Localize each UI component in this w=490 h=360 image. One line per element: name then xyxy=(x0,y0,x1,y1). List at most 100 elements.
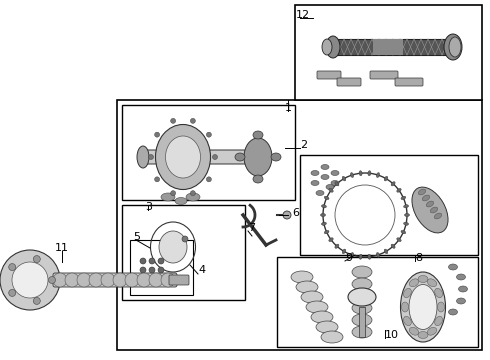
Ellipse shape xyxy=(350,252,354,257)
Ellipse shape xyxy=(331,171,339,175)
Ellipse shape xyxy=(359,254,362,259)
Ellipse shape xyxy=(316,190,324,195)
Ellipse shape xyxy=(342,249,346,254)
Ellipse shape xyxy=(335,182,339,186)
Ellipse shape xyxy=(401,302,409,312)
Ellipse shape xyxy=(316,321,338,333)
Ellipse shape xyxy=(301,291,323,303)
Ellipse shape xyxy=(331,180,339,185)
Circle shape xyxy=(33,256,40,262)
Circle shape xyxy=(206,177,211,182)
Ellipse shape xyxy=(404,222,409,225)
FancyBboxPatch shape xyxy=(53,273,177,287)
Circle shape xyxy=(9,264,16,271)
FancyBboxPatch shape xyxy=(337,78,361,86)
Circle shape xyxy=(171,118,175,123)
Ellipse shape xyxy=(448,309,458,315)
Ellipse shape xyxy=(326,184,334,189)
Circle shape xyxy=(158,258,164,264)
Ellipse shape xyxy=(422,195,430,201)
Ellipse shape xyxy=(430,207,438,213)
Ellipse shape xyxy=(149,273,163,287)
Bar xyxy=(295,5,482,100)
Circle shape xyxy=(206,132,211,137)
FancyBboxPatch shape xyxy=(370,71,398,79)
FancyBboxPatch shape xyxy=(141,150,265,164)
Circle shape xyxy=(149,258,155,264)
Text: 7: 7 xyxy=(248,223,255,233)
Ellipse shape xyxy=(409,284,437,329)
Text: 4: 4 xyxy=(198,265,205,275)
Ellipse shape xyxy=(438,302,444,312)
Circle shape xyxy=(33,297,40,305)
Ellipse shape xyxy=(161,273,175,287)
Ellipse shape xyxy=(324,196,329,200)
Ellipse shape xyxy=(435,288,442,298)
Ellipse shape xyxy=(412,187,448,233)
Circle shape xyxy=(0,250,60,310)
Ellipse shape xyxy=(400,272,445,342)
Ellipse shape xyxy=(175,198,187,204)
Ellipse shape xyxy=(426,201,434,207)
Ellipse shape xyxy=(137,146,149,168)
Circle shape xyxy=(155,177,160,182)
Circle shape xyxy=(49,276,55,284)
Bar xyxy=(122,205,245,300)
Ellipse shape xyxy=(322,39,332,55)
Ellipse shape xyxy=(186,193,200,201)
Text: 10: 10 xyxy=(385,330,399,340)
Ellipse shape xyxy=(418,189,426,195)
Ellipse shape xyxy=(376,173,380,177)
Ellipse shape xyxy=(348,288,376,306)
Ellipse shape xyxy=(235,153,245,161)
Ellipse shape xyxy=(77,273,91,287)
Circle shape xyxy=(182,236,188,242)
Ellipse shape xyxy=(448,264,458,270)
Text: 1: 1 xyxy=(285,103,292,113)
Ellipse shape xyxy=(311,180,319,185)
Ellipse shape xyxy=(321,205,326,208)
Bar xyxy=(373,39,403,55)
Ellipse shape xyxy=(335,244,339,248)
Ellipse shape xyxy=(113,273,127,287)
Ellipse shape xyxy=(397,188,401,192)
Circle shape xyxy=(155,132,160,137)
Text: 9: 9 xyxy=(345,253,352,263)
Ellipse shape xyxy=(329,238,333,242)
Ellipse shape xyxy=(166,136,200,178)
Ellipse shape xyxy=(359,171,362,176)
Ellipse shape xyxy=(427,279,437,287)
Ellipse shape xyxy=(53,273,67,287)
Ellipse shape xyxy=(89,273,103,287)
Ellipse shape xyxy=(161,193,175,201)
Ellipse shape xyxy=(457,298,465,304)
Ellipse shape xyxy=(244,138,272,176)
Ellipse shape xyxy=(352,314,372,326)
Bar xyxy=(130,240,193,295)
Ellipse shape xyxy=(457,274,465,280)
Bar xyxy=(277,257,478,347)
Text: 6: 6 xyxy=(292,208,299,218)
Ellipse shape xyxy=(306,301,328,313)
Ellipse shape xyxy=(403,316,411,326)
Ellipse shape xyxy=(311,171,319,175)
Bar xyxy=(300,155,478,255)
Circle shape xyxy=(283,211,291,219)
Circle shape xyxy=(12,262,48,298)
Text: 8: 8 xyxy=(415,253,422,263)
Ellipse shape xyxy=(391,182,395,186)
Ellipse shape xyxy=(418,332,428,338)
Ellipse shape xyxy=(384,176,388,181)
Ellipse shape xyxy=(101,273,115,287)
Circle shape xyxy=(158,276,164,282)
Ellipse shape xyxy=(418,275,428,283)
Circle shape xyxy=(191,118,196,123)
Ellipse shape xyxy=(320,213,325,216)
Ellipse shape xyxy=(434,213,441,219)
Ellipse shape xyxy=(321,331,343,343)
Text: 3: 3 xyxy=(145,202,152,212)
Ellipse shape xyxy=(401,196,406,200)
Ellipse shape xyxy=(352,266,372,278)
Bar xyxy=(333,39,453,55)
Ellipse shape xyxy=(444,34,462,60)
